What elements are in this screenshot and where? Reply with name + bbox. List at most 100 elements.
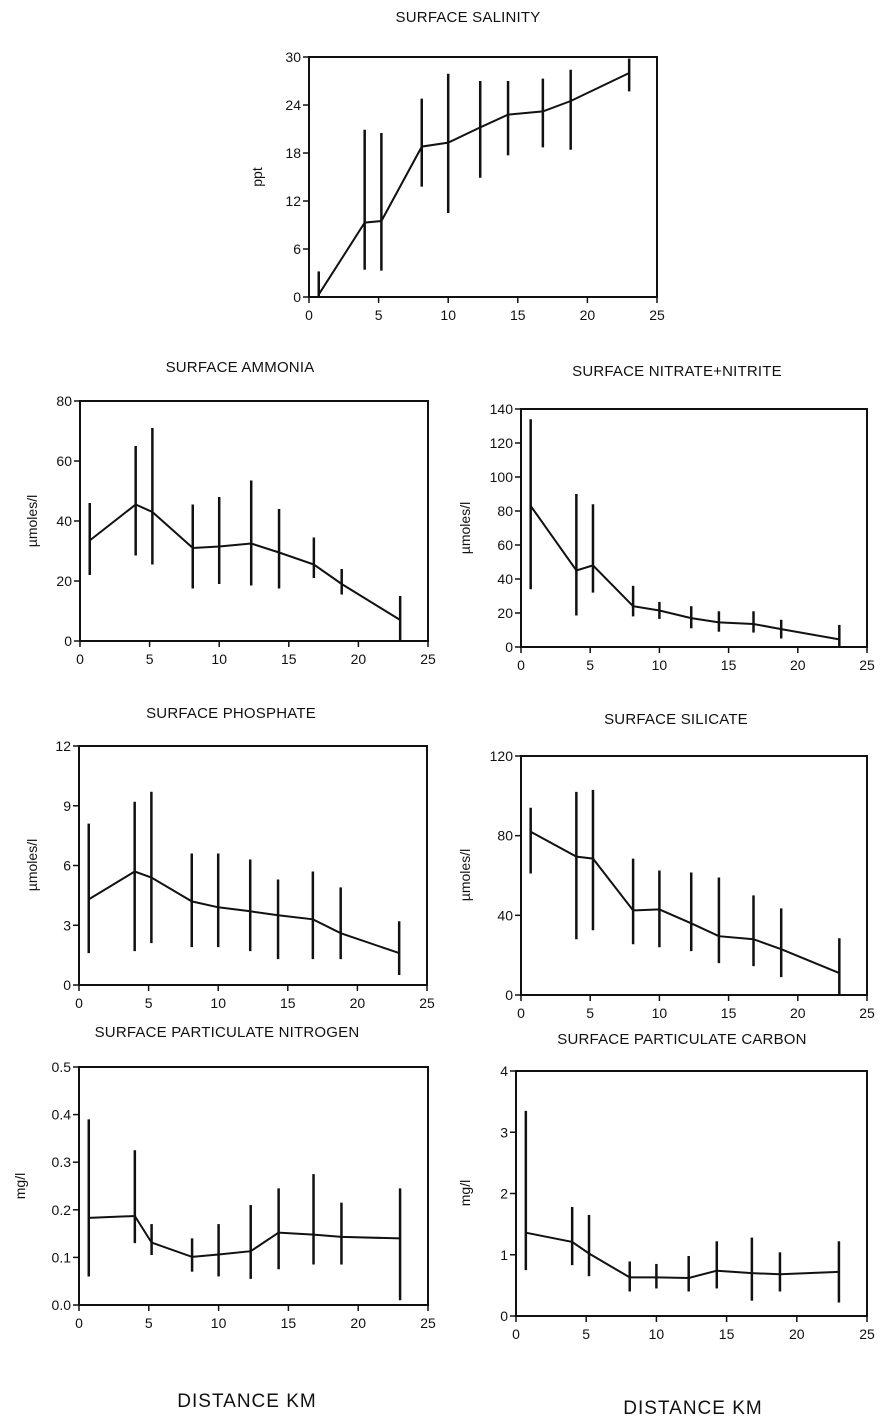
silicate-y-axis-label: µmoles/l [457, 849, 473, 901]
part-nitrogen-series-line [88, 1214, 401, 1258]
ammonia-x-tick-label: 20 [351, 651, 367, 667]
part-carbon-y-tick-label: 4 [500, 1063, 508, 1079]
panel-part-nitrogen: SURFACE PARTICULATE NITROGEN 0.0 0.1 0.2 0.3… [12, 1024, 436, 1412]
nitrate-y-tick-label: 80 [497, 503, 513, 519]
part-nitrogen-x-tick-label: 0 [75, 1315, 83, 1331]
silicate-y-tick-label: 80 [497, 828, 513, 844]
part-nitrogen-x-tick-label: 20 [350, 1315, 366, 1331]
salinity-x-tick-label: 0 [305, 307, 313, 323]
silicate-title: SURFACE SILICATE [604, 711, 748, 728]
ammonia-x-tick-label: 25 [420, 651, 436, 667]
phosphate-x-tick-label: 0 [75, 995, 83, 1011]
panel-part-carbon: SURFACE PARTICULATE CARBON 0 1 2 3 4 0 5 10 15 20 2… [457, 1031, 875, 1419]
phosphate-x-tick-label: 5 [145, 995, 153, 1011]
ammonia-y-tick-label: 20 [56, 573, 72, 589]
phosphate-y-axis-label: µmoles/l [24, 839, 40, 891]
silicate-x-tick-label: 0 [517, 1005, 525, 1021]
ammonia-x-tick-label: 10 [211, 651, 227, 667]
panel-ammonia: SURFACE AMMONIA 0 20 40 60 80 0 5 10 15 20 25 µmoles… [24, 359, 436, 667]
part-carbon-y-axis-label: mg/l [457, 1180, 473, 1206]
panel-nitrate: SURFACE NITRATE+NITRITE02040608010012014… [457, 363, 875, 673]
part-carbon-y-tick-label: 0 [500, 1308, 508, 1324]
nitrate-y-tick-label: 20 [497, 605, 513, 621]
phosphate-y-tick-label: 12 [55, 738, 71, 754]
silicate-y-tick-label: 0 [505, 987, 513, 1003]
nitrate-y-tick-label: 0 [505, 639, 513, 655]
salinity-y-tick-label: 0 [293, 289, 301, 305]
nitrate-y-axis-label: µmoles/l [457, 502, 473, 554]
salinity-y-tick-label: 12 [285, 193, 301, 209]
nitrate-x-tick-label: 20 [790, 657, 806, 673]
phosphate-title: SURFACE PHOSPHATE [146, 705, 316, 722]
salinity-y-tick-label: 24 [285, 97, 301, 113]
part-carbon-x-tick-label: 25 [859, 1326, 875, 1342]
salinity-x-tick-label: 25 [649, 307, 665, 323]
salinity-x-tick-label: 5 [375, 307, 383, 323]
phosphate-plot-frame [78, 745, 428, 986]
phosphate-y-tick-label: 3 [63, 917, 71, 933]
part-nitrogen-plot-frame [78, 1066, 429, 1306]
part-carbon-x-tick-label: 5 [582, 1326, 590, 1342]
phosphate-x-tick-label: 15 [280, 995, 296, 1011]
phosphate-series-line [88, 870, 400, 955]
ammonia-y-tick-label: 60 [56, 453, 72, 469]
ammonia-y-tick-label: 40 [56, 513, 72, 529]
silicate-x-tick-label: 15 [721, 1005, 737, 1021]
phosphate-x-tick-label: 20 [350, 995, 366, 1011]
nitrate-x-tick-label: 10 [652, 657, 668, 673]
part-nitrogen-title: SURFACE PARTICULATE NITROGEN [95, 1024, 360, 1041]
part-nitrogen-y-tick-label: 0.3 [52, 1154, 72, 1170]
part-nitrogen-y-tick-label: 0.0 [52, 1297, 72, 1313]
part-carbon-x-tick-label: 15 [719, 1326, 735, 1342]
panel-silicate: SURFACE SILICATE 0 40 80 120 0 5 10 15 20 25 µmoles… [457, 711, 875, 1021]
silicate-series-line [530, 830, 840, 975]
silicate-y-tick-label: 120 [490, 748, 514, 764]
nitrate-y-tick-label: 100 [490, 469, 514, 485]
part-nitrogen-y-tick-label: 0.4 [52, 1107, 72, 1123]
nitrate-y-tick-label: 40 [497, 571, 513, 587]
silicate-x-tick-label: 25 [859, 1005, 875, 1021]
salinity-y-tick-label: 30 [285, 49, 301, 65]
ammonia-y-tick-label: 0 [64, 633, 72, 649]
part-carbon-title: SURFACE PARTICULATE CARBON [557, 1031, 806, 1048]
nitrate-series-line [529, 505, 840, 641]
part-carbon-y-tick-label: 2 [500, 1186, 508, 1202]
part-nitrogen-y-tick-label: 0.2 [52, 1202, 72, 1218]
nitrate-x-tick-label: 0 [517, 657, 525, 673]
part-carbon-plot-frame [515, 1070, 868, 1317]
nitrate-x-tick-label: 25 [859, 657, 875, 673]
part-nitrogen-x-tick-label: 15 [281, 1315, 297, 1331]
nitrate-title: SURFACE NITRATE+NITRITE [572, 363, 782, 380]
part-carbon-series-line [525, 1231, 839, 1280]
salinity-title: SURFACE SALINITY [396, 9, 541, 26]
silicate-x-tick-label: 10 [652, 1005, 668, 1021]
part-nitrogen-y-tick-label: 0.5 [52, 1059, 72, 1075]
nitrate-y-tick-label: 140 [490, 401, 514, 417]
part-nitrogen-x-tick-label: 25 [420, 1315, 436, 1331]
salinity-series-line [317, 72, 630, 296]
silicate-plot-frame [520, 755, 868, 996]
nitrate-x-tick-label: 15 [721, 657, 737, 673]
ammonia-x-tick-label: 0 [76, 651, 84, 667]
silicate-x-tick-label: 5 [586, 1005, 594, 1021]
salinity-x-tick-label: 15 [510, 307, 526, 323]
part-nitrogen-y-tick-label: 0.1 [52, 1249, 72, 1265]
silicate-x-tick-label: 20 [790, 1005, 806, 1021]
part-carbon-x-tick-label: 0 [512, 1326, 520, 1342]
ammonia-series-line [89, 503, 401, 621]
ammonia-y-axis-label: µmoles/l [24, 495, 40, 547]
phosphate-x-tick-label: 10 [210, 995, 226, 1011]
part-carbon-x-tick-label: 20 [789, 1326, 805, 1342]
nitrate-y-tick-label: 120 [490, 435, 514, 451]
part-carbon-y-tick-label: 3 [500, 1124, 508, 1140]
panel-salinity: SURFACE SALINITY 0 6 12 18 24 30 0 5 10 15 20 25 ppt [249, 9, 665, 323]
ammonia-x-tick-label: 15 [281, 651, 297, 667]
nitrate-y-tick-label: 60 [497, 537, 513, 553]
part-nitrogen-x-axis-label: DISTANCE KM [177, 1391, 316, 1412]
silicate-y-tick-label: 40 [497, 907, 513, 923]
salinity-x-tick-label: 20 [580, 307, 596, 323]
phosphate-y-tick-label: 6 [63, 858, 71, 874]
salinity-y-tick-label: 18 [285, 145, 301, 161]
ammonia-y-tick-label: 80 [56, 393, 72, 409]
